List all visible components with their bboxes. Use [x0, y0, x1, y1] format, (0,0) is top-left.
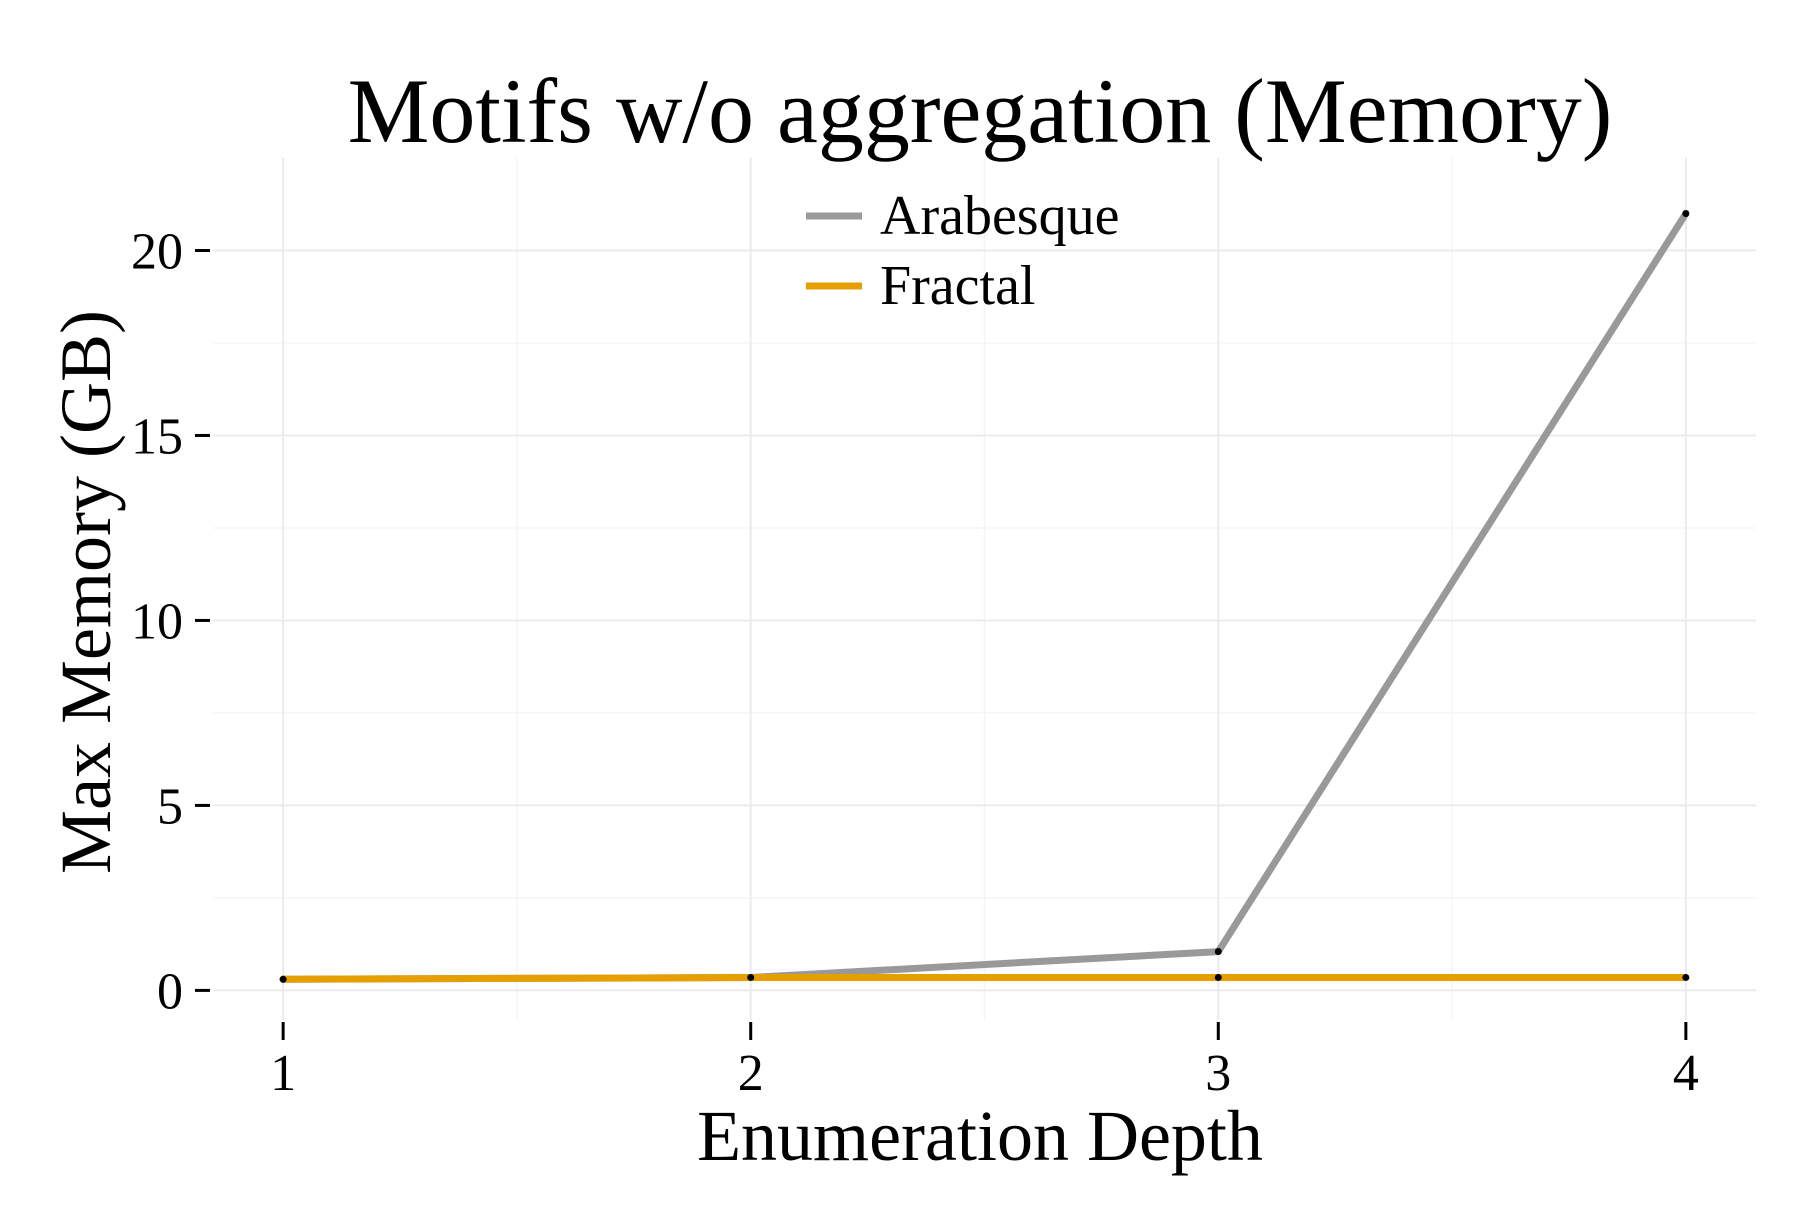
series-lines [279, 209, 1690, 983]
data-point-arabesque [1214, 948, 1222, 956]
data-point-fractal [1682, 973, 1690, 981]
x-axis-title: Enumeration Depth [697, 1096, 1263, 1176]
x-tick-label: 3 [1205, 1045, 1231, 1102]
axes: 0 5 10 15 20 1 2 3 4 [131, 223, 1699, 1102]
legend: Arabesque Fractal [806, 185, 1119, 317]
legend-label-arabesque: Arabesque [880, 185, 1119, 247]
grid [213, 158, 1756, 1020]
y-axis-title: Max Memory (GB) [46, 310, 126, 874]
chart-title: Motifs w/o aggregation (Memory) [348, 60, 1613, 162]
data-point-fractal [747, 973, 755, 981]
y-tick-label: 15 [131, 408, 183, 465]
series-line-fractal [283, 974, 1686, 983]
legend-label-fractal: Fractal [880, 255, 1035, 317]
y-tick-label: 0 [157, 963, 183, 1020]
data-point-fractal [1214, 973, 1222, 981]
x-tick-label: 4 [1673, 1045, 1699, 1102]
y-tick-label: 5 [157, 778, 183, 835]
data-point-fractal [279, 975, 287, 983]
x-tick-label: 1 [270, 1045, 296, 1102]
data-point-arabesque [1682, 209, 1690, 217]
y-tick-label: 20 [131, 223, 183, 280]
x-tick-label: 2 [738, 1045, 764, 1102]
y-tick-label: 10 [131, 593, 183, 650]
